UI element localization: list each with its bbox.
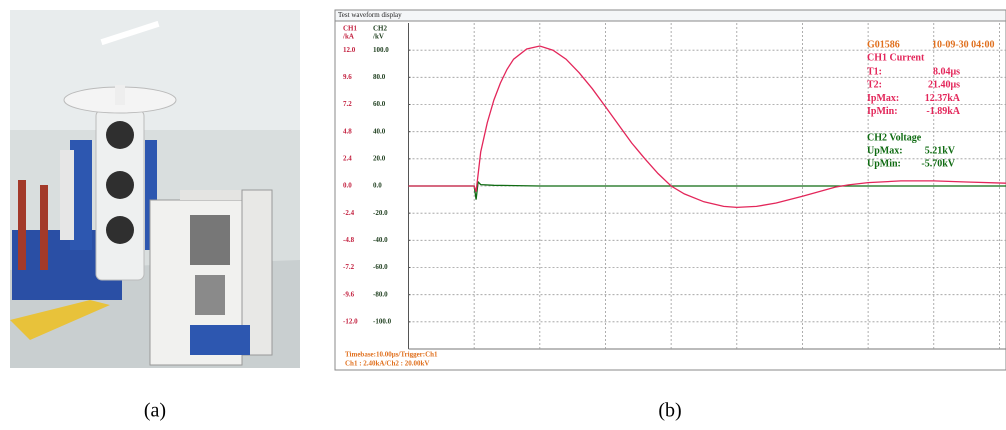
y2-tick-label: 60.0 bbox=[373, 100, 386, 108]
waveform bbox=[408, 45, 1006, 209]
info-title: CH2 Voltage bbox=[867, 132, 922, 143]
y-tick-label: 9.6 bbox=[343, 73, 352, 81]
info-value: 21.40μs bbox=[928, 80, 960, 91]
window-title: Test waveform display bbox=[338, 11, 402, 19]
info-title: CH1 Current bbox=[867, 52, 925, 63]
info-label: UpMin: bbox=[867, 158, 901, 169]
y-tick-label: -12.0 bbox=[343, 317, 358, 325]
info-value: 8.04μs bbox=[933, 66, 960, 77]
y-tick-label: -9.6 bbox=[343, 290, 355, 298]
y2-tick-label: 0.0 bbox=[373, 182, 382, 190]
y2-tick-label: -80.0 bbox=[373, 290, 388, 298]
y-tick-label: 12.0 bbox=[343, 46, 356, 54]
y2-tick-label: 20.0 bbox=[373, 154, 386, 162]
y2-tick-label: 40.0 bbox=[373, 127, 386, 135]
info-label: IpMax: bbox=[867, 93, 899, 104]
y-tick-label: -2.4 bbox=[343, 209, 355, 217]
photo bbox=[10, 10, 300, 368]
info-label: T2: bbox=[867, 80, 882, 91]
info-id: G01586 bbox=[867, 39, 900, 50]
info-label: IpMin: bbox=[867, 106, 898, 117]
info-date: 10-09-30 04:00 bbox=[932, 39, 995, 50]
y2-tick-label: 80.0 bbox=[373, 73, 386, 81]
y2-tick-label: 100.0 bbox=[373, 46, 389, 54]
info-value: 5.21kV bbox=[925, 145, 956, 156]
y-label: CH1 bbox=[343, 25, 358, 33]
title-bar bbox=[334, 9, 1006, 22]
panel-label: (b) bbox=[658, 400, 681, 422]
y-tick-label: 4.8 bbox=[343, 127, 352, 135]
info-value: 12.37kA bbox=[925, 93, 961, 104]
y2-tick-label: -60.0 bbox=[373, 263, 388, 271]
y-tick-label: -4.8 bbox=[343, 236, 355, 244]
y2-label: CH2 bbox=[373, 25, 388, 33]
y2-tick-label: -20.0 bbox=[373, 209, 388, 217]
y-tick-label: 0.0 bbox=[343, 182, 352, 190]
footer: Ch1 : 2.40kA/Ch2 : 20.00kV bbox=[345, 360, 429, 368]
y-tick-label: 2.4 bbox=[343, 154, 352, 162]
info-label: UpMax: bbox=[867, 145, 903, 156]
info-value: -5.70kV bbox=[921, 158, 955, 169]
y-tick-label: 7.2 bbox=[343, 100, 352, 108]
footer: Timebase:10.00μs/Trigger:Ch1 bbox=[345, 351, 438, 359]
y2-label: /kV bbox=[372, 33, 384, 41]
y-tick-label: -7.2 bbox=[343, 263, 355, 271]
panel-label: (a) bbox=[144, 400, 166, 422]
window bbox=[334, 9, 1006, 371]
y2-tick-label: -100.0 bbox=[373, 317, 392, 325]
info-label: T1: bbox=[867, 66, 882, 77]
info-value: -1.89kA bbox=[926, 106, 960, 117]
y2-tick-label: -40.0 bbox=[373, 236, 388, 244]
y-label: /kA bbox=[342, 33, 354, 41]
